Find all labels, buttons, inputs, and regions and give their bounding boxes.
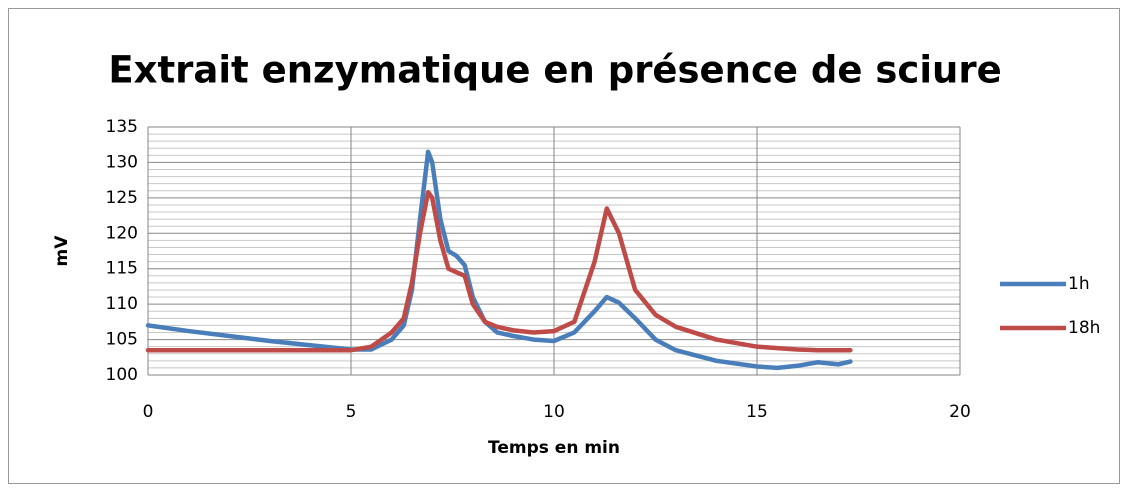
chart-border (8, 8, 1120, 484)
y-tick-label: 135 (106, 117, 138, 137)
legend-label: 18h (1068, 318, 1100, 338)
x-tick-label: 5 (346, 402, 357, 422)
x-tick-label: 10 (543, 402, 565, 422)
y-tick-label: 125 (106, 188, 138, 208)
y-axis-label: mV (52, 235, 72, 267)
y-tick-label: 100 (106, 365, 138, 385)
y-tick-label: 130 (106, 152, 138, 172)
x-tick-label: 0 (143, 402, 154, 422)
y-tick-label: 120 (106, 223, 138, 243)
y-tick-label: 115 (106, 259, 138, 279)
x-tick-label: 20 (949, 402, 971, 422)
y-tick-label: 105 (106, 330, 138, 350)
legend-label: 1h (1068, 274, 1090, 294)
x-tick-label: 15 (746, 402, 768, 422)
line-series (145, 189, 853, 353)
y-tick-label: 110 (106, 294, 138, 314)
x-axis-label: Temps en min (488, 438, 620, 458)
chart-title: Extrait enzymatique en présence de sciur… (108, 49, 1001, 92)
